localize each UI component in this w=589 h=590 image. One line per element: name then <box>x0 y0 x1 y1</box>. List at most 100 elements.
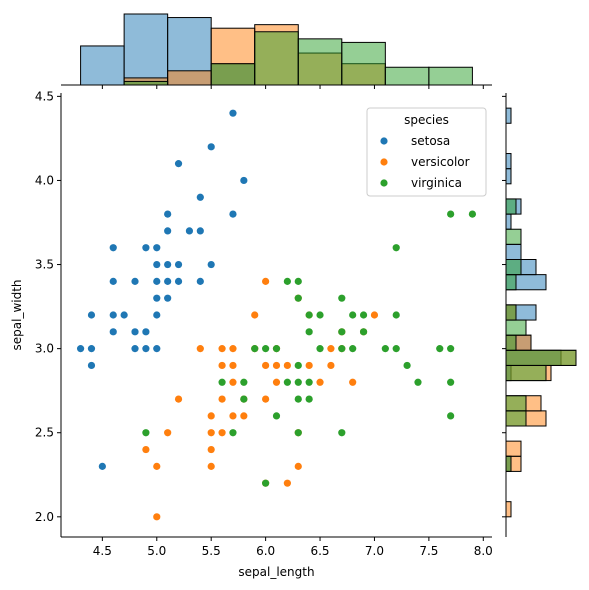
right-hist-bar-virginica <box>505 364 547 382</box>
scatter-point-setosa <box>87 311 96 319</box>
scatter-point-versicolor <box>272 378 281 386</box>
scatter-point-virginica <box>294 277 302 285</box>
x-tick-label: 7.0 <box>365 544 384 558</box>
scatter-point-versicolor <box>327 345 335 353</box>
scatter-point-virginica <box>316 311 324 319</box>
top-hist-bar-virginica <box>428 66 473 86</box>
scatter-point-virginica <box>381 345 389 353</box>
scatter-point-virginica <box>349 345 357 353</box>
legend-marker-virginica <box>380 179 388 187</box>
scatter-point-setosa <box>164 277 172 285</box>
scatter-point-setosa <box>153 244 161 252</box>
scatter-point-versicolor <box>240 412 248 420</box>
scatter-point-setosa <box>120 311 128 319</box>
scatter-point-virginica <box>468 210 477 218</box>
scatter-point-versicolor <box>153 462 161 470</box>
legend: species setosa versicolor virginica <box>366 107 487 197</box>
scatter-point-versicolor <box>207 445 215 454</box>
scatter-point-versicolor <box>153 513 161 521</box>
scatter-point-virginica <box>272 412 281 420</box>
scatter-point-virginica <box>338 294 346 302</box>
x-tick-label: 8.0 <box>474 544 493 558</box>
y-tick-label: 3.5 <box>35 258 54 272</box>
scatter-point-versicolor <box>142 445 150 454</box>
scatter-point-versicolor <box>262 277 270 285</box>
scatter-point-virginica <box>338 429 346 437</box>
scatter-point-virginica <box>447 378 455 386</box>
scatter-point-setosa <box>98 462 106 470</box>
scatter-point-setosa <box>87 361 96 370</box>
y-tick-label: 4.5 <box>35 89 54 103</box>
scatter-point-setosa <box>153 277 161 285</box>
right-hist-bar-virginica <box>505 319 527 336</box>
scatter-point-setosa <box>142 244 150 252</box>
scatter-point-setosa <box>131 277 139 285</box>
scatter-point-setosa <box>240 176 248 185</box>
top-hist-bar-setosa <box>80 45 125 86</box>
scatter-point-virginica <box>392 345 400 353</box>
top-hist-bar-virginica <box>341 41 386 86</box>
right-hist-bar-setosa <box>505 213 512 230</box>
scatter-point-setosa <box>153 294 161 302</box>
scatter-point-virginica <box>142 429 150 437</box>
scatter-point-setosa <box>153 345 161 353</box>
scatter-point-versicolor <box>283 479 291 487</box>
x-tick-label: 5.5 <box>202 544 221 558</box>
scatter-point-virginica <box>294 395 302 403</box>
scatter-point-versicolor <box>305 361 313 370</box>
y-axis-title: sepal_width <box>10 279 24 350</box>
scatter-point-virginica <box>414 378 422 386</box>
x-tick-label: 4.5 <box>93 544 112 558</box>
scatter-point-virginica <box>218 378 226 386</box>
legend-box <box>366 107 487 197</box>
scatter-point-virginica <box>294 294 302 302</box>
scatter-point-setosa <box>164 210 172 218</box>
right-hist-bar-virginica <box>505 304 517 321</box>
right-hist-bar-setosa <box>505 153 512 170</box>
scatter-plot-area: 4.5 5.0 5.5 6.0 6.5 7.0 7.5 8.0 2.0 2.5 3.0 3.5 4.0 4… <box>10 89 493 579</box>
scatter-point-setosa <box>109 328 117 336</box>
right-hist-bar-virginica <box>505 455 512 472</box>
scatter-point-setosa <box>196 193 204 201</box>
scatter-point-setosa <box>164 227 172 235</box>
top-hist-bar-virginica <box>210 63 256 86</box>
legend-marker-setosa <box>380 137 388 145</box>
scatter-point-setosa <box>207 143 215 151</box>
right-hist-bar-virginica <box>505 395 527 412</box>
scatter-point-versicolor <box>207 412 215 420</box>
scatter-point-versicolor <box>262 361 270 370</box>
scatter-point-setosa <box>174 260 183 269</box>
scatter-point-setosa <box>131 328 139 336</box>
top-hist-bar-virginica <box>384 66 430 86</box>
top-marginal-histogram <box>61 13 492 89</box>
scatter-point-setosa <box>196 277 204 285</box>
scatter-point-versicolor <box>229 361 237 370</box>
legend-label-setosa: setosa <box>411 134 450 148</box>
top-hist-bar-versicolor <box>167 70 212 86</box>
scatter-point-virginica <box>403 361 411 370</box>
scatter-point-virginica <box>338 328 346 336</box>
scatter-point-setosa <box>76 345 85 353</box>
scatter-point-virginica <box>392 311 400 319</box>
right-hist-bar-setosa <box>505 168 512 185</box>
scatter-point-setosa <box>153 260 161 269</box>
scatter-point-setosa <box>109 311 117 319</box>
scatter-point-versicolor <box>218 395 226 403</box>
right-hist-bar-virginica <box>505 349 577 366</box>
scatter-point-virginica <box>447 412 455 420</box>
scatter-point-virginica <box>240 378 248 386</box>
scatter-point-versicolor <box>164 429 172 437</box>
scatter-point-virginica <box>294 378 302 386</box>
scatter-point-versicolor <box>229 345 237 353</box>
scatter-point-setosa <box>164 260 172 269</box>
scatter-point-virginica <box>294 429 302 437</box>
scatter-point-setosa <box>196 227 204 235</box>
top-hist-bar-setosa <box>123 13 169 86</box>
right-hist-bar-setosa <box>505 243 522 260</box>
scatter-point-virginica <box>447 345 455 353</box>
legend-label-virginica: virginica <box>411 176 462 190</box>
scatter-point-setosa <box>109 244 117 252</box>
scatter-point-setosa <box>142 328 150 336</box>
scatter-point-virginica <box>305 395 313 403</box>
